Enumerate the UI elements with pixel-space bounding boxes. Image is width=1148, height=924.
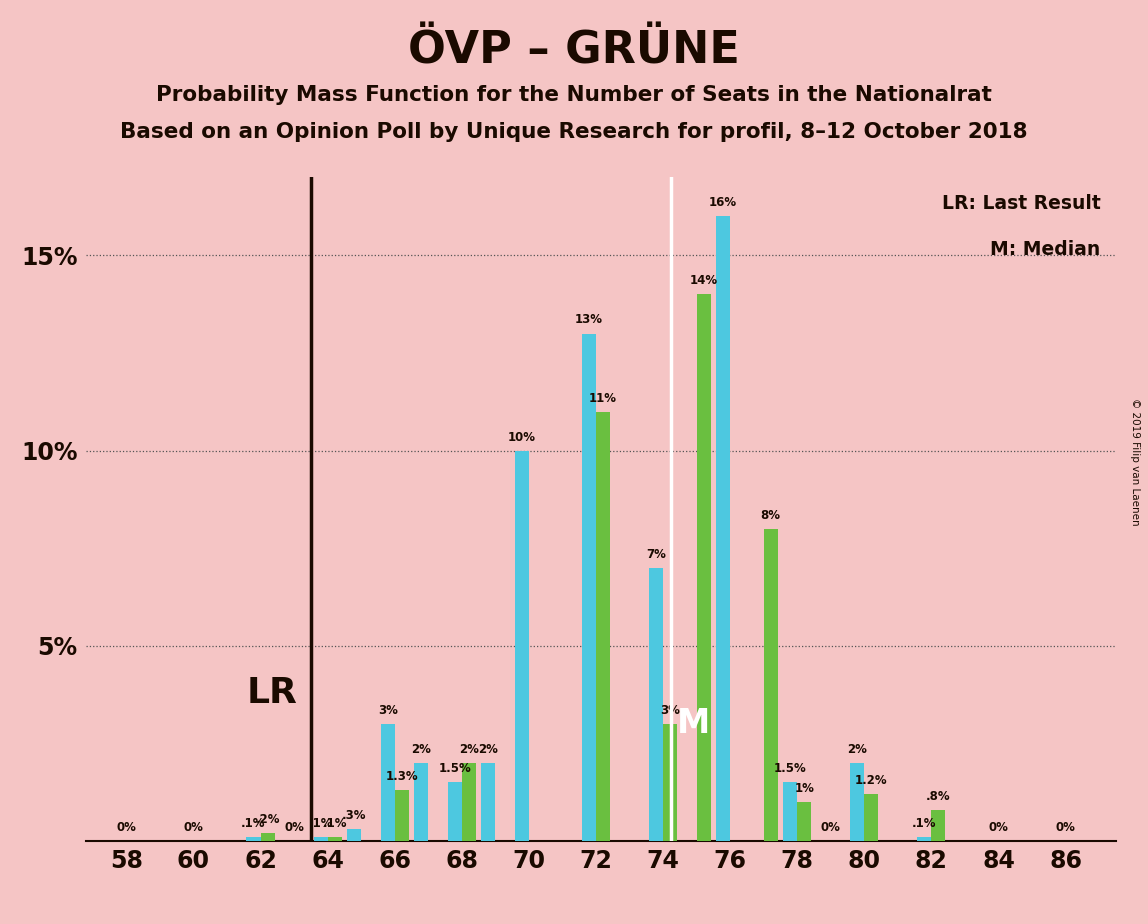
Bar: [448, 783, 461, 841]
Text: 1.5%: 1.5%: [774, 762, 807, 775]
Text: .2%: .2%: [255, 813, 280, 826]
Text: 2%: 2%: [459, 743, 479, 756]
Bar: [327, 837, 342, 841]
Text: LR: Last Result: LR: Last Result: [941, 194, 1101, 213]
Text: Based on an Opinion Poll by Unique Research for profil, 8–12 October 2018: Based on an Opinion Poll by Unique Resea…: [121, 122, 1027, 142]
Text: 16%: 16%: [709, 197, 737, 210]
Bar: [461, 763, 476, 841]
Text: 0%: 0%: [116, 821, 137, 833]
Bar: [247, 837, 261, 841]
Text: 7%: 7%: [646, 548, 666, 561]
Text: 11%: 11%: [589, 392, 616, 405]
Bar: [797, 802, 812, 841]
Bar: [783, 783, 797, 841]
Bar: [347, 829, 362, 841]
Text: 2%: 2%: [479, 743, 498, 756]
Text: 3%: 3%: [378, 704, 397, 717]
Bar: [582, 334, 596, 841]
Bar: [596, 411, 610, 841]
Text: 1.2%: 1.2%: [855, 774, 887, 787]
Bar: [697, 295, 711, 841]
Bar: [851, 763, 864, 841]
Bar: [481, 763, 495, 841]
Text: 0%: 0%: [988, 821, 1008, 833]
Text: 2%: 2%: [847, 743, 867, 756]
Text: 13%: 13%: [575, 313, 603, 326]
Text: 10%: 10%: [507, 431, 536, 444]
Text: 0%: 0%: [1056, 821, 1076, 833]
Bar: [649, 567, 664, 841]
Bar: [514, 451, 529, 841]
Bar: [917, 837, 931, 841]
Bar: [763, 529, 777, 841]
Bar: [261, 833, 274, 841]
Bar: [414, 763, 428, 841]
Text: © 2019 Filip van Laenen: © 2019 Filip van Laenen: [1130, 398, 1140, 526]
Text: .1%: .1%: [912, 817, 937, 830]
Bar: [931, 809, 946, 841]
Text: .8%: .8%: [926, 790, 951, 803]
Text: 14%: 14%: [690, 274, 718, 287]
Text: .1%: .1%: [241, 817, 265, 830]
Bar: [395, 790, 409, 841]
Text: Probability Mass Function for the Number of Seats in the Nationalrat: Probability Mass Function for the Number…: [156, 85, 992, 105]
Text: 3%: 3%: [660, 704, 680, 717]
Text: 1.5%: 1.5%: [439, 762, 471, 775]
Bar: [664, 723, 677, 841]
Text: 1%: 1%: [794, 782, 814, 795]
Text: 0%: 0%: [184, 821, 203, 833]
Text: M: Median: M: Median: [991, 240, 1101, 260]
Text: 8%: 8%: [761, 508, 781, 522]
Bar: [381, 723, 395, 841]
Text: ÖVP – GRÜNE: ÖVP – GRÜNE: [408, 30, 740, 73]
Text: 0%: 0%: [284, 821, 304, 833]
Bar: [313, 837, 327, 841]
Text: 1.3%: 1.3%: [386, 770, 418, 783]
Text: .1%: .1%: [309, 817, 333, 830]
Text: LR: LR: [247, 675, 297, 710]
Text: 0%: 0%: [821, 821, 840, 833]
Text: .1%: .1%: [323, 817, 347, 830]
Text: .3%: .3%: [342, 809, 366, 822]
Bar: [716, 216, 730, 841]
Bar: [864, 794, 878, 841]
Text: M: M: [676, 707, 709, 740]
Text: 2%: 2%: [411, 743, 432, 756]
